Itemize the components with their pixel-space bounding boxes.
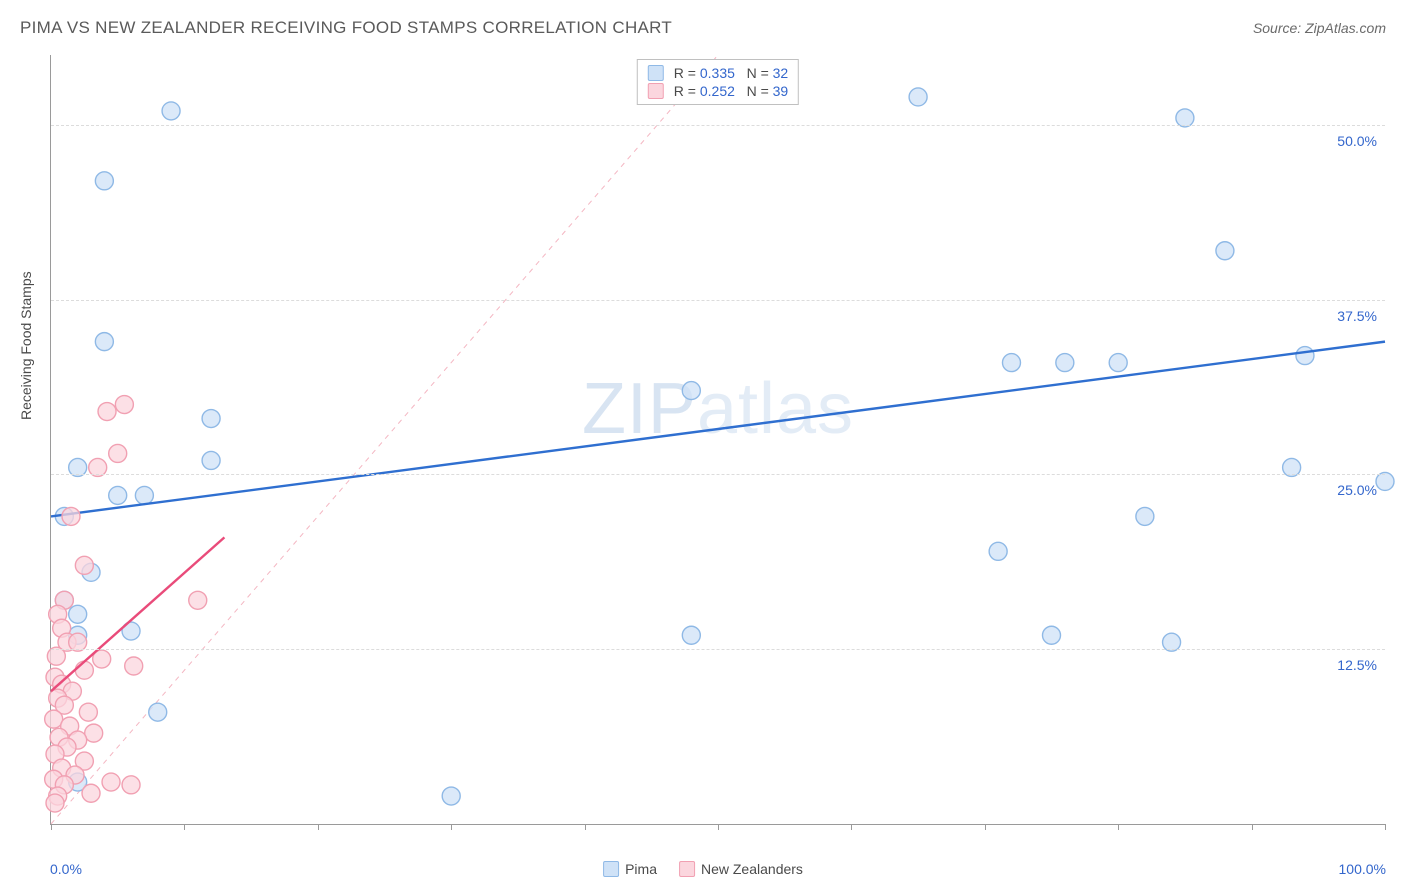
x-tick <box>851 824 852 830</box>
data-point-nz <box>85 724 103 742</box>
data-point-pima <box>149 703 167 721</box>
data-point-pima <box>1136 507 1154 525</box>
y-tick-label: 37.5% <box>1337 308 1377 324</box>
correlation-legend: R = 0.335 N = 32 R = 0.252 N = 39 <box>637 59 799 105</box>
gridline <box>51 649 1385 650</box>
plot-svg <box>51 55 1385 824</box>
legend-label: New Zealanders <box>701 861 803 877</box>
x-tick <box>718 824 719 830</box>
data-point-pima <box>1056 354 1074 372</box>
data-point-pima <box>909 88 927 106</box>
correlation-chart: PIMA VS NEW ZEALANDER RECEIVING FOOD STA… <box>0 0 1406 892</box>
x-tick <box>585 824 586 830</box>
data-point-nz <box>109 444 127 462</box>
correlation-text: R = 0.252 N = 39 <box>674 83 788 99</box>
correlation-row-nz: R = 0.252 N = 39 <box>648 82 788 100</box>
correlation-row-pima: R = 0.335 N = 32 <box>648 64 788 82</box>
data-point-nz <box>75 556 93 574</box>
x-tick <box>985 824 986 830</box>
x-tick <box>184 824 185 830</box>
data-point-nz <box>189 591 207 609</box>
data-point-pima <box>135 486 153 504</box>
gridline <box>51 474 1385 475</box>
chart-header: PIMA VS NEW ZEALANDER RECEIVING FOOD STA… <box>0 0 1406 46</box>
data-point-nz <box>122 776 140 794</box>
x-tick <box>1118 824 1119 830</box>
data-point-pima <box>1296 347 1314 365</box>
data-point-nz <box>125 657 143 675</box>
data-point-pima <box>202 451 220 469</box>
legend-swatch <box>679 861 695 877</box>
data-point-pima <box>1002 354 1020 372</box>
legend-item-nz: New Zealanders <box>679 861 803 877</box>
data-point-pima <box>69 605 87 623</box>
legend-swatch <box>603 861 619 877</box>
x-tick <box>51 824 52 830</box>
data-point-pima <box>682 382 700 400</box>
data-point-pima <box>1216 242 1234 260</box>
data-point-nz <box>75 661 93 679</box>
x-tick <box>1252 824 1253 830</box>
data-point-nz <box>45 710 63 728</box>
y-axis-label: Receiving Food Stamps <box>18 271 34 420</box>
gridline <box>51 125 1385 126</box>
y-tick-label: 12.5% <box>1337 657 1377 673</box>
x-tick <box>1385 824 1386 830</box>
data-point-pima <box>989 542 1007 560</box>
regression-line-pima <box>51 342 1385 517</box>
legend-item-pima: Pima <box>603 861 657 877</box>
x-axis-max-label: 100.0% <box>1339 861 1386 877</box>
correlation-text: R = 0.335 N = 32 <box>674 65 788 81</box>
data-point-pima <box>1109 354 1127 372</box>
data-point-nz <box>79 703 97 721</box>
data-point-pima <box>682 626 700 644</box>
data-point-nz <box>98 403 116 421</box>
data-point-pima <box>109 486 127 504</box>
gridline <box>51 300 1385 301</box>
plot-area: ZIPatlas R = 0.335 N = 32R = 0.252 N = 3… <box>50 55 1385 825</box>
data-point-pima <box>162 102 180 120</box>
legend-label: Pima <box>625 861 657 877</box>
chart-title: PIMA VS NEW ZEALANDER RECEIVING FOOD STA… <box>20 18 672 38</box>
y-tick-label: 50.0% <box>1337 133 1377 149</box>
data-point-pima <box>202 410 220 428</box>
data-point-nz <box>82 784 100 802</box>
x-tick <box>451 824 452 830</box>
data-point-pima <box>95 333 113 351</box>
x-tick <box>318 824 319 830</box>
data-point-pima <box>95 172 113 190</box>
data-point-nz <box>46 794 64 812</box>
data-point-pima <box>442 787 460 805</box>
x-axis-min-label: 0.0% <box>50 861 82 877</box>
data-point-nz <box>62 507 80 525</box>
chart-source: Source: ZipAtlas.com <box>1253 20 1386 36</box>
legend-swatch <box>648 65 664 81</box>
data-point-nz <box>115 396 133 414</box>
y-tick-label: 25.0% <box>1337 482 1377 498</box>
data-point-nz <box>102 773 120 791</box>
data-point-pima <box>1043 626 1061 644</box>
legend-swatch <box>648 83 664 99</box>
series-legend: Pima New Zealanders <box>603 861 803 877</box>
